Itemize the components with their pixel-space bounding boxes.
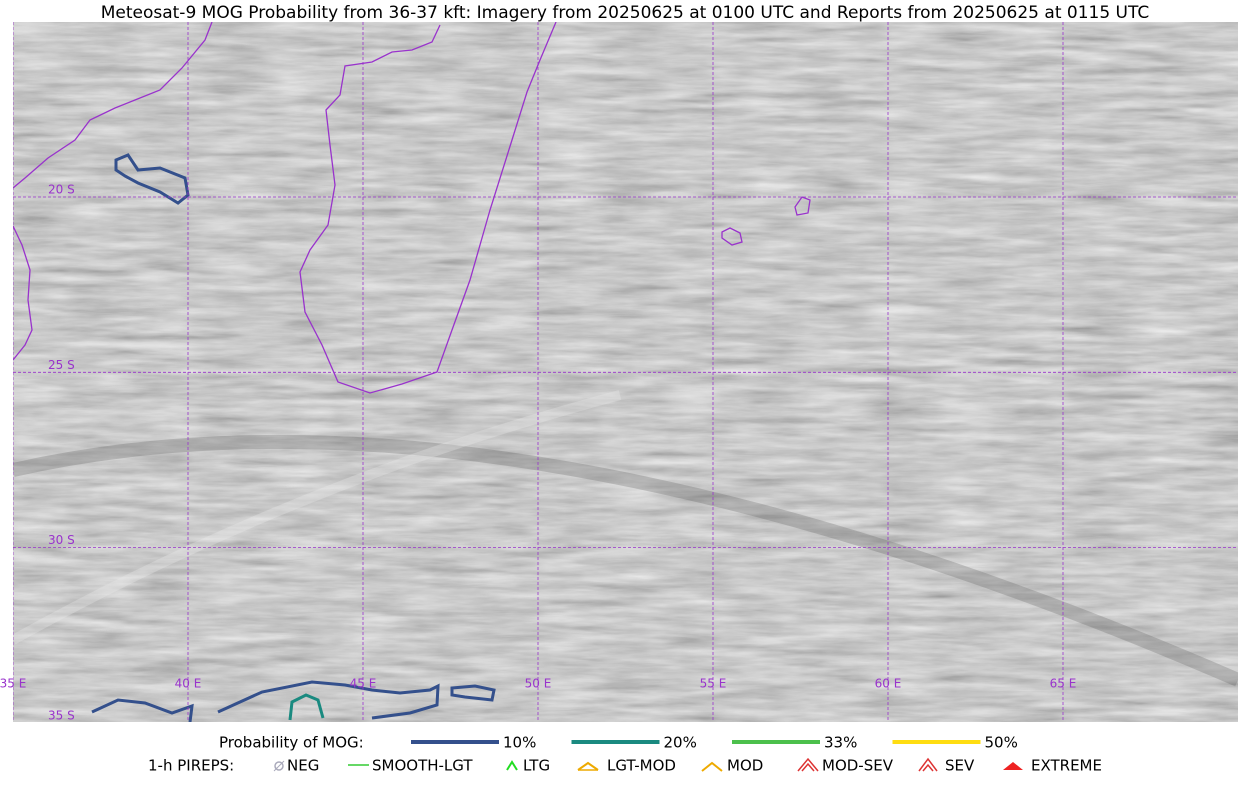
pireps-legend-title: 1-h PIREPS: <box>148 757 234 775</box>
legend: Probability of MOG: 10% 20% 33% 50% 1-h PIREP… <box>148 734 1102 775</box>
pirep-icon <box>506 760 518 771</box>
grid-labels: 20 S 25 S 30 S 35 S 35 E 40 E 45 E 50 E 55 E 60 E… <box>0 183 1076 723</box>
lon-label: 50 E <box>525 677 552 691</box>
legend-label: 33% <box>824 734 857 752</box>
jet-band <box>13 434 1238 687</box>
mog-contours <box>91 153 496 722</box>
legend-label: 10% <box>503 734 536 752</box>
pirep-symbol <box>577 761 599 771</box>
pirep-label: SMOOTH-LGT <box>372 757 473 775</box>
pirep-symbol <box>1003 762 1023 770</box>
graticule <box>13 22 1238 722</box>
pirep-icon <box>797 757 819 772</box>
pirep-symbol <box>274 761 284 771</box>
lon-label: 55 E <box>700 677 727 691</box>
cloud-band <box>13 390 622 645</box>
pirep-label: LGT-MOD <box>607 757 676 775</box>
lon-label: 35 E <box>0 677 26 691</box>
lon-label: 40 E <box>175 677 202 691</box>
pirep-symbol <box>797 757 819 772</box>
pirep-label: MOD-SEV <box>822 757 894 775</box>
pirep-label: NEG <box>287 757 319 775</box>
pirep-symbol <box>701 761 723 772</box>
pirep-symbol <box>918 757 938 772</box>
pirep-label: EXTREME <box>1031 757 1102 775</box>
pirep-symbol <box>922 763 934 772</box>
pirep-icon <box>273 760 285 772</box>
pirep-symbol <box>273 760 285 772</box>
pirep-icon <box>701 761 723 772</box>
pirep-symbol <box>801 762 815 772</box>
mog-contour-20 <box>288 693 325 721</box>
lat-label: 20 S <box>48 183 75 197</box>
lon-label: 65 E <box>1050 677 1077 691</box>
title: Meteosat-9 MOG Probability from 36-37 kf… <box>101 3 1150 23</box>
coastlines <box>13 22 811 394</box>
pirep-symbol <box>506 760 518 771</box>
lon-label: 60 E <box>875 677 902 691</box>
lon-label: 45 E <box>350 677 377 691</box>
legend-label: 50% <box>985 734 1018 752</box>
legend-label: 20% <box>664 734 697 752</box>
pirep-label: LTG <box>523 757 550 775</box>
pirep-label: SEV <box>945 757 975 775</box>
pirep-icon <box>577 761 599 771</box>
pirep-icon <box>1003 762 1023 770</box>
pirep-icon <box>918 757 938 772</box>
probability-legend-title: Probability of MOG: <box>219 734 364 752</box>
lat-label: 35 S <box>48 708 75 722</box>
lat-label: 30 S <box>48 533 75 547</box>
pirep-label: MOD <box>727 757 763 775</box>
map <box>13 22 1238 722</box>
lat-label: 25 S <box>48 358 75 372</box>
